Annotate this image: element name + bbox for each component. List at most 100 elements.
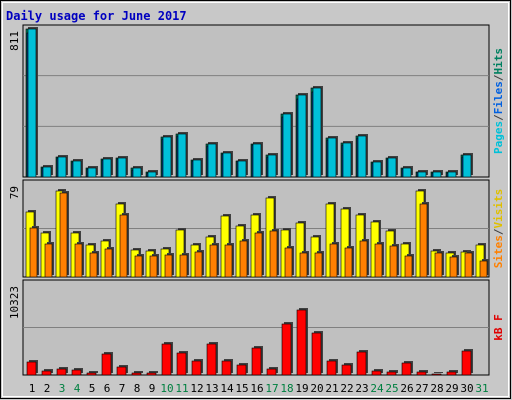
bar-sites-day-24 [374,243,383,278]
bar-kb-day-6 [101,353,112,376]
kbytes-bars [26,308,473,376]
hits-files-pages-legend-part-4: Hits [492,48,505,75]
hits-files-pages-ymax-label: 811 [8,31,21,51]
chart-panels: 811Pages/Files/Hits79Sites/Visits10323kB… [8,24,505,376]
bar-pages-day-13 [207,143,217,178]
day-label-30: 30 [460,382,473,395]
day-label-31: 31 [475,382,488,395]
day-axis: 1 2 3 4 5 6 7 8 9 10 11 12 13 14 15 16 17 18 19 20 21 22 23 24 2… [29,382,489,395]
bar-sites-day-6 [104,248,113,278]
visits-sites-legend-part-1: / [492,228,505,235]
bar-pages-day-17 [267,154,277,178]
day-label-26: 26 [400,382,413,395]
bar-kb-day-17 [266,368,277,376]
bar-kb-day-14 [221,360,232,376]
bar-sites-day-1 [29,227,38,278]
visits-sites-panel: 79 [8,179,490,278]
bar-kb-day-3 [56,368,67,376]
bar-pages-day-5 [87,167,97,178]
bar-pages-day-21 [327,137,337,178]
bar-pages-day-23 [357,135,367,178]
day-label-20: 20 [310,382,323,395]
bar-kb-day-28-shadow [434,372,443,373]
bar-kb-day-13 [206,343,217,376]
bar-pages-day-18 [282,113,292,178]
bar-sites-day-4 [74,243,83,278]
bar-sites-day-29 [449,256,458,278]
bar-pages-day-15 [237,160,247,178]
bar-pages-day-30 [462,154,472,178]
day-label-9: 9 [149,382,156,395]
bar-pages-day-3 [57,156,67,178]
bar-pages-day-26 [402,167,412,178]
bar-sites-day-23 [359,240,368,278]
day-label-15: 15 [235,382,248,395]
bar-kb-day-21 [326,360,337,376]
bar-kb-day-27 [416,371,427,376]
bar-pages-day-14 [222,152,232,178]
hits-files-pages-legend-part-0: Pages [492,121,505,154]
kbytes-ymax-label: 10323 [8,286,21,319]
bar-pages-day-10 [162,136,172,178]
day-label-14: 14 [220,382,234,395]
bar-kb-day-4 [71,369,82,376]
bar-kb-day-10 [161,343,172,376]
day-label-21: 21 [325,382,338,395]
day-label-27: 27 [415,382,428,395]
visits-sites-bars [25,189,489,278]
bar-sites-day-10 [164,254,173,278]
bar-sites-day-20 [314,252,323,278]
day-label-28: 28 [430,382,443,395]
bar-sites-day-8 [134,255,143,278]
bar-sites-day-15 [239,240,248,278]
bar-kb-day-25-shadow [389,370,398,373]
bar-kb-day-19 [296,309,307,376]
day-label-5: 5 [89,382,96,395]
bar-kb-day-30 [461,350,472,376]
bar-pages-day-24 [372,161,382,178]
bar-pages-day-12 [192,159,202,178]
bar-pages-day-16 [252,143,262,178]
bar-sites-day-18 [284,247,293,278]
bar-kb-day-26 [401,362,412,376]
day-label-24: 24 [370,382,384,395]
bar-kb-day-25 [386,371,397,376]
bar-sites-day-26 [404,255,413,278]
bar-kb-day-2 [41,370,52,376]
bar-sites-day-22 [344,247,353,278]
bar-sites-day-28 [434,252,443,278]
bar-sites-day-12 [194,251,203,278]
bar-kb-day-5-shadow [89,371,98,373]
visits-sites-ymax-label: 79 [8,186,21,199]
bar-pages-day-11 [177,133,187,178]
day-label-10: 10 [160,382,173,395]
visits-sites-legend-part-2: Visits [492,189,505,229]
kbytes-legend: kB F [492,314,505,341]
day-label-7: 7 [119,382,126,395]
bar-sites-day-11 [179,254,188,278]
bar-sites-day-13 [209,244,218,278]
kbytes-legend-part-0: kB F [492,314,505,341]
bar-kb-day-9 [146,372,157,376]
bar-kb-day-22 [341,364,352,376]
bar-sites-day-2 [44,243,53,278]
bar-pages-day-29 [447,171,457,178]
visits-sites-legend: Sites/Visits [492,189,505,269]
day-label-2: 2 [44,382,51,395]
bar-sites-day-30 [464,252,473,278]
bar-pages-day-9 [147,171,157,178]
bar-pages-day-4 [72,160,82,178]
bar-pages-day-1 [27,28,37,178]
bar-sites-day-9 [149,255,158,278]
bar-sites-day-25 [389,245,398,278]
bar-sites-day-5 [89,252,98,278]
hits-files-pages-panel: 811 [8,24,490,178]
bar-sites-day-3 [59,192,68,278]
hits-files-pages-legend-part-3: / [492,74,505,81]
day-label-16: 16 [250,382,263,395]
bar-kb-day-8 [131,372,142,376]
day-label-8: 8 [134,382,141,395]
